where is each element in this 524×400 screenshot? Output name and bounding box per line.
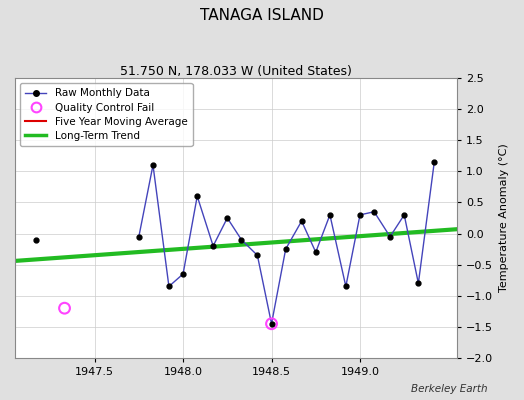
Legend: Raw Monthly Data, Quality Control Fail, Five Year Moving Average, Long-Term Tren: Raw Monthly Data, Quality Control Fail, … [20, 83, 192, 146]
Point [267, 320, 276, 327]
Text: TANAGA ISLAND: TANAGA ISLAND [200, 8, 324, 23]
Title: 51.750 N, 178.033 W (United States): 51.750 N, 178.033 W (United States) [120, 65, 352, 78]
Text: Berkeley Earth: Berkeley Earth [411, 384, 487, 394]
Y-axis label: Temperature Anomaly (°C): Temperature Anomaly (°C) [499, 144, 509, 292]
Point [60, 305, 69, 311]
